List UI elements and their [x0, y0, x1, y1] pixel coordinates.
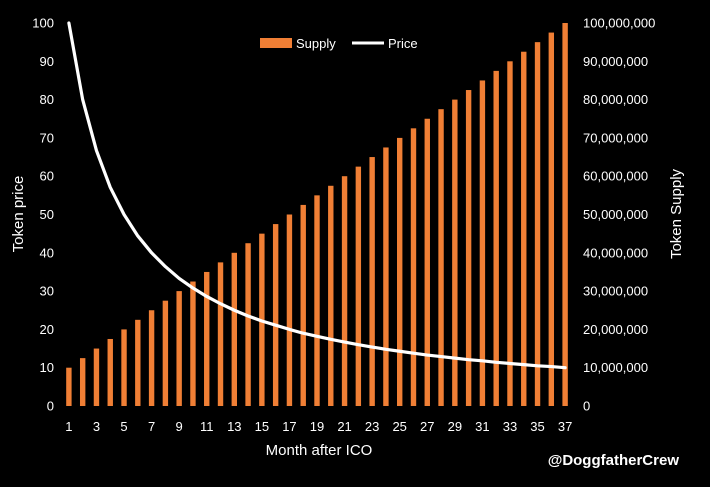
- supply-bar: [93, 348, 100, 406]
- x-tick-label: 33: [503, 419, 517, 434]
- supply-bar: [397, 137, 403, 406]
- y2-tick-label: 60,000,000: [583, 169, 648, 184]
- x-tick-label: 25: [392, 419, 406, 434]
- y-tick-label: 50: [40, 207, 54, 222]
- supply-bar: [341, 176, 348, 406]
- supply-bar: [245, 243, 251, 406]
- supply-bar: [121, 329, 127, 406]
- y-tick-label: 80: [40, 92, 54, 107]
- supply-bar: [355, 166, 362, 407]
- supply-bar: [176, 291, 182, 406]
- supply-bar: [217, 262, 224, 407]
- supply-bar: [272, 224, 279, 406]
- supply-bar: [300, 204, 306, 406]
- supply-bar: [107, 338, 113, 406]
- x-tick-label: 23: [365, 419, 379, 434]
- supply-bar: [465, 90, 472, 406]
- y-axis-title: Token price: [10, 176, 27, 253]
- supply-bar: [66, 367, 72, 406]
- supply-bar: [135, 319, 141, 406]
- y2-axis-title: Token Supply: [668, 168, 685, 259]
- x-tick-label: 11: [200, 419, 214, 434]
- supply-bar: [562, 23, 568, 406]
- x-tick-label: 1: [65, 419, 72, 434]
- supply-bar: [286, 214, 293, 406]
- supply-bar: [521, 51, 527, 406]
- y2-tick-label: 0: [583, 399, 590, 414]
- x-tick-label: 19: [310, 419, 324, 434]
- x-tick-label: 35: [530, 419, 544, 434]
- y-tick-label: 60: [40, 169, 54, 184]
- y-tick-label: 70: [40, 130, 54, 145]
- y2-tick-label: 30,000,000: [583, 284, 648, 299]
- y-tick-label: 100: [32, 16, 54, 31]
- supply-bars: [66, 23, 568, 407]
- right-y-axis: 0 10,000,000 20,000,000 30,000,000 40,000,00…: [583, 16, 655, 414]
- supply-bar: [507, 61, 513, 407]
- supply-bar: [534, 42, 541, 407]
- y2-tick-label: 20,000,000: [583, 322, 648, 337]
- supply-bar: [79, 358, 86, 407]
- y2-tick-label: 80,000,000: [583, 92, 648, 107]
- legend-price-label: Price: [388, 36, 418, 51]
- x-tick-label: 21: [337, 419, 351, 434]
- supply-bar: [493, 70, 499, 407]
- y-tick-label: 10: [40, 360, 54, 375]
- x-tick-label: 29: [448, 419, 462, 434]
- x-tick-label: 37: [558, 419, 572, 434]
- x-axis-title: Month after ICO: [266, 442, 373, 459]
- y-tick-label: 30: [40, 284, 54, 299]
- x-tick-label: 27: [420, 419, 434, 434]
- price-line: [67, 21, 567, 370]
- supply-bar: [328, 185, 334, 406]
- y2-tick-label: 100,000,000: [583, 16, 655, 31]
- x-tick-label: 31: [475, 419, 489, 434]
- supply-bar: [162, 300, 169, 406]
- x-tick-label: 17: [282, 419, 296, 434]
- x-tick-label: 15: [255, 419, 269, 434]
- y-tick-label: 0: [47, 399, 54, 414]
- credit-text: @DoggfatherCrew: [548, 452, 680, 469]
- legend-supply-label: Supply: [296, 36, 336, 51]
- supply-bar: [424, 118, 430, 406]
- supply-bar: [438, 109, 444, 407]
- supply-bar: [410, 128, 417, 406]
- y2-tick-label: 90,000,000: [583, 54, 648, 69]
- y2-tick-label: 40,000,000: [583, 245, 648, 260]
- supply-bar: [548, 32, 555, 406]
- left-y-axis: 0 10 20 30 40 50 60 70 80 90 100: [32, 16, 54, 414]
- legend[interactable]: Supply Price: [260, 36, 418, 51]
- supply-bar: [369, 157, 375, 406]
- x-tick-label: 3: [93, 419, 100, 434]
- y-tick-label: 20: [40, 322, 54, 337]
- price-line-group: [67, 21, 567, 370]
- y-tick-label: 90: [40, 54, 54, 69]
- supply-bar: [204, 271, 210, 406]
- y2-tick-label: 10,000,000: [583, 360, 648, 375]
- x-tick-label: 9: [176, 419, 183, 434]
- supply-bar: [148, 310, 155, 406]
- supply-bar: [231, 252, 237, 406]
- supply-bar: [452, 99, 458, 406]
- supply-bar: [190, 281, 196, 406]
- y2-tick-label: 50,000,000: [583, 207, 648, 222]
- supply-bar: [314, 195, 320, 406]
- x-tick-label: 7: [148, 419, 155, 434]
- y-tick-label: 40: [40, 245, 54, 260]
- x-tick-label: 13: [227, 419, 241, 434]
- x-axis: 1 3 5 7 9 11 13 15 17 19 21 23 25 27 29 31 33 35 37: [65, 419, 572, 434]
- legend-supply-swatch: [260, 38, 292, 48]
- supply-bar: [383, 147, 389, 406]
- supply-bar: [479, 80, 486, 406]
- y2-tick-label: 70,000,000: [583, 130, 648, 145]
- x-tick-label: 5: [120, 419, 127, 434]
